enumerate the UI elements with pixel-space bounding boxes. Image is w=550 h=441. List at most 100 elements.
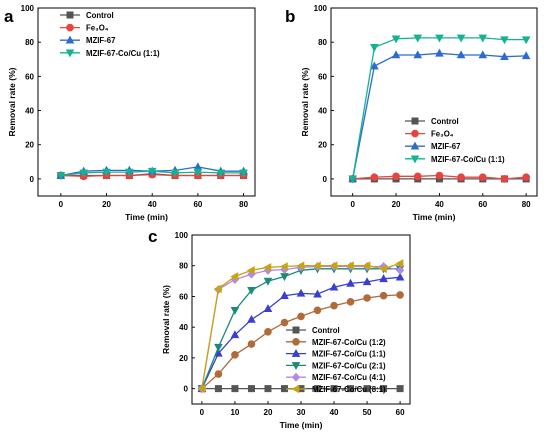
data-point (247, 385, 255, 393)
legend-label: MZIF-67-Co/Cu (1:1) (431, 155, 505, 164)
series-2 (348, 48, 531, 183)
chart-panel-b: b 0 20 40 60 80 0 20 40 60 80 100 Time (min) Removal … (285, 4, 538, 222)
data-point (329, 282, 339, 291)
data-point (247, 340, 256, 348)
data-point (280, 291, 289, 299)
series-1 (198, 291, 404, 393)
x-tick-label: 50 (363, 408, 372, 417)
legend-label: MZIF-67 (431, 142, 460, 151)
y-axis-label: Removal rate (%) (161, 285, 171, 354)
data-point (79, 169, 88, 178)
x-tick-label: 20 (264, 408, 273, 417)
x-tick-label: 20 (392, 200, 401, 209)
legend: Control Fe₃O₄ MZIF-67 MZIF-67-Co/Cu (1:1) (405, 117, 505, 164)
legend-marker (410, 155, 420, 164)
legend-marker (291, 348, 301, 357)
y-tick-label: 40 (25, 107, 34, 116)
data-point (246, 266, 255, 275)
x-tick-label: 0 (350, 200, 355, 209)
y-tick-label: 80 (179, 262, 188, 271)
data-point (56, 172, 66, 181)
data-point (279, 262, 288, 271)
data-point (314, 385, 322, 393)
data-point (247, 314, 256, 323)
data-point (231, 351, 239, 359)
data-point (102, 168, 111, 177)
series-line (201, 268, 401, 389)
data-point (391, 50, 401, 59)
data-point (363, 294, 371, 302)
data-point (239, 169, 248, 178)
data-point (348, 175, 357, 184)
y-tick-label: 80 (25, 38, 34, 47)
data-point (457, 173, 465, 181)
series-3 (348, 34, 531, 184)
legend-label: Fe₃O₄ (431, 130, 454, 139)
data-point (435, 171, 444, 180)
data-point (345, 261, 354, 271)
data-point (263, 262, 272, 272)
data-point (280, 318, 289, 327)
data-point (456, 50, 466, 59)
data-point (216, 169, 226, 178)
legend-label: Control (431, 117, 459, 126)
data-point (147, 167, 157, 176)
data-point (296, 261, 305, 271)
data-point (413, 172, 422, 181)
data-point (213, 284, 222, 294)
legend-label: MZIF-67-Co/Cu (8:1) (312, 385, 386, 394)
data-point (500, 52, 509, 61)
legend-marker (65, 35, 75, 44)
y-tick-label: 40 (318, 107, 327, 116)
data-point (330, 301, 338, 310)
y-tick-label: 100 (21, 4, 35, 13)
data-point (456, 34, 466, 43)
series-1 (348, 171, 530, 183)
x-tick-label: 60 (478, 200, 487, 209)
data-point (521, 51, 531, 60)
x-tick-label: 60 (396, 408, 405, 417)
data-point (395, 265, 405, 275)
legend-marker (411, 129, 419, 138)
data-point (125, 168, 134, 177)
y-axis-label: Removal rate (%) (7, 67, 17, 136)
y-tick-label: 60 (318, 72, 327, 81)
data-point (413, 50, 423, 59)
y-tick-label: 80 (318, 38, 327, 47)
x-tick-label: 80 (522, 200, 531, 209)
data-point (362, 277, 372, 286)
data-point (214, 343, 223, 352)
x-axis-label: Time (min) (125, 212, 168, 222)
data-point (522, 173, 530, 181)
data-point (330, 385, 338, 393)
y-tick-label: 0 (184, 385, 189, 394)
data-point (395, 259, 404, 268)
series-5 (197, 259, 404, 393)
data-point (392, 172, 400, 181)
y-tick-label: 0 (30, 175, 35, 184)
data-point (379, 274, 388, 283)
data-point (396, 385, 404, 393)
x-tick-label: 40 (148, 200, 157, 209)
chart-panel-c: c 0 10 20 30 40 50 60 0 20 40 60 80 100 Time (min) Remo… (148, 227, 411, 430)
data-point (214, 385, 222, 393)
data-point (478, 34, 488, 43)
data-point (264, 327, 272, 336)
data-point (193, 168, 203, 177)
data-point (370, 61, 379, 70)
legend-marker (66, 11, 74, 19)
y-tick-label: 0 (323, 175, 328, 184)
data-point (214, 370, 223, 378)
data-point (329, 261, 338, 271)
data-point (395, 272, 405, 281)
legend-marker (292, 326, 300, 334)
y-tick-label: 100 (175, 231, 189, 240)
legend-label: Control (312, 326, 340, 335)
legend-marker (410, 141, 420, 150)
data-point (313, 306, 322, 315)
data-point (347, 385, 355, 393)
data-point (362, 261, 371, 271)
data-point (378, 264, 387, 274)
data-point (197, 384, 206, 393)
